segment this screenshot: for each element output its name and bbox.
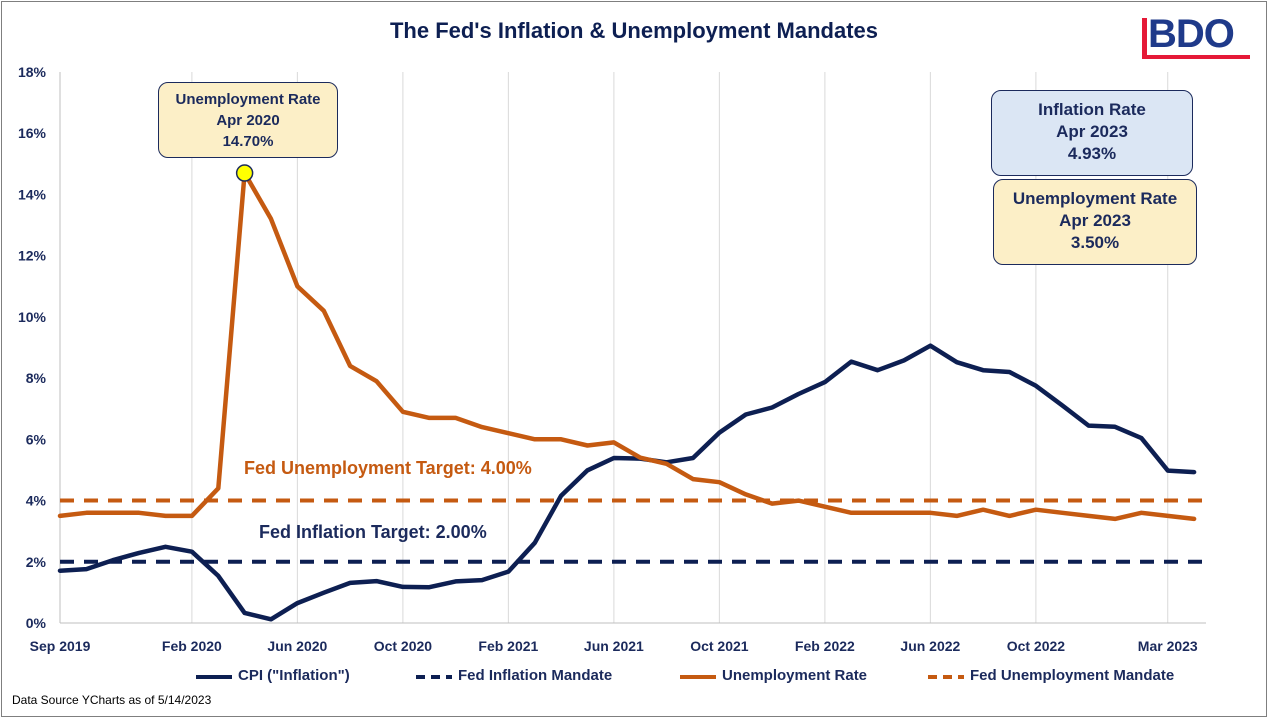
logo-text: BDO [1148,12,1235,56]
axes [59,72,1206,624]
series-lines [57,170,1206,622]
y-tick-label: 6% [26,431,47,447]
x-tick-labels: Sep 2019 Feb 2020 Jun 2020 Oct 2020 Feb 2021… [30,638,1198,654]
callout-date: Apr 2023 [1056,122,1128,141]
chart-title: The Fed's Inflation & Unemployment Manda… [389,18,879,43]
callout-label: Unemployment Rate [175,91,321,108]
y-tick-label: 18% [18,64,47,80]
y-tick-label: 16% [18,125,47,141]
x-tick-label: Oct 2020 [374,638,433,654]
y-tick-label: 4% [26,493,47,509]
legend-swatch-dashed-navy [416,675,452,679]
x-tick-label: Oct 2021 [690,638,749,654]
x-tick-label: Jun 2020 [267,638,327,654]
callout-label: Inflation Rate [1038,100,1146,119]
x-tick-label: Mar 2023 [1138,638,1198,654]
x-tick-label: Jun 2022 [900,638,960,654]
callout-label: Unemployment Rate [1012,189,1178,208]
y-tick-label: 0% [26,615,47,631]
y-tick-label: 14% [18,186,47,202]
legend-label: Fed Inflation Mandate [458,667,613,684]
logo-accent-underline [1142,55,1250,59]
callout-value: 4.93% [1067,144,1117,163]
x-tick-label: Feb 2022 [795,638,855,654]
y-tick-label: 10% [18,309,47,325]
legend-swatch-solid-navy [196,675,232,679]
legend-label: Unemployment Rate [722,667,868,684]
unemployment-peak-callout: Unemployment Rate Apr 2020 14.70% [158,82,338,158]
unemployment-current-callout: Unemployment Rate Apr 2023 3.50% [993,179,1197,265]
y-tick-labels: 0% 2% 4% 6% 8% 10% 12% 14% 16% 18% [18,64,47,631]
logo-accent-vertical [1142,18,1147,58]
legend-swatch-dashed-orange [928,675,964,679]
inflation-target-label: Fed Inflation Target: 2.00% [259,522,487,542]
callout-date: Apr 2023 [1059,211,1131,230]
x-tick-label: Feb 2020 [162,638,222,654]
x-tick-label: Sep 2019 [30,638,91,654]
legend-label: Fed Unemployment Mandate [970,667,1175,684]
markers [235,164,254,182]
x-tick-label: Oct 2022 [1007,638,1066,654]
y-tick-label: 12% [18,248,47,264]
legend-swatch-solid-orange [680,675,716,679]
cpi-inflation-line [57,343,1197,622]
bdo-logo: BDO [1140,12,1252,60]
x-tick-label: Jun 2021 [584,638,644,654]
unemployment-rate-line [57,170,1197,522]
callout-date: Apr 2020 [216,112,280,129]
unemployment-peak-marker [235,164,254,182]
callout-value: 3.50% [1070,233,1120,252]
y-tick-label: 8% [26,370,47,386]
data-source-note: Data Source YCharts as of 5/14/2023 [12,693,212,707]
legend-label: CPI ("Inflation") [238,667,350,684]
unemployment-target-label: Fed Unemployment Target: 4.00% [244,458,532,478]
y-tick-label: 2% [26,554,47,570]
inflation-current-callout: Inflation Rate Apr 2023 4.93% [991,90,1193,176]
callout-value: 14.70% [222,133,274,150]
x-tick-label: Feb 2021 [478,638,538,654]
